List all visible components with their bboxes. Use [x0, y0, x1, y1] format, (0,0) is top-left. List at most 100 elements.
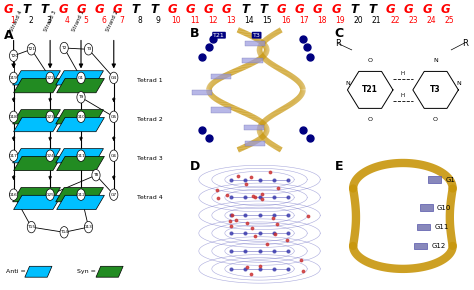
Point — [255, 213, 263, 218]
Polygon shape — [242, 58, 263, 63]
Point — [273, 222, 281, 226]
Point — [198, 128, 206, 132]
Text: 13: 13 — [226, 16, 236, 25]
Text: G12: G12 — [77, 193, 85, 197]
Text: G: G — [94, 3, 104, 16]
Text: G5: G5 — [110, 115, 117, 119]
Text: T: T — [368, 3, 376, 16]
Text: 15: 15 — [263, 16, 272, 25]
Point — [269, 216, 277, 220]
Point — [304, 214, 312, 219]
Circle shape — [9, 72, 18, 84]
Polygon shape — [14, 195, 61, 210]
Polygon shape — [13, 110, 60, 124]
Text: Tetrad 2: Tetrad 2 — [137, 117, 163, 122]
Text: Strand 3: Strand 3 — [44, 10, 58, 32]
Text: 25: 25 — [445, 16, 454, 25]
Text: T9: T9 — [78, 95, 84, 99]
Point — [255, 267, 263, 271]
Point — [299, 128, 307, 132]
Polygon shape — [14, 117, 61, 132]
Text: 24: 24 — [427, 16, 436, 25]
Text: G: G — [404, 3, 414, 16]
Text: G: G — [331, 3, 341, 16]
Text: G7: G7 — [111, 193, 117, 197]
Point — [247, 175, 255, 179]
Text: 1: 1 — [10, 16, 15, 25]
Point — [227, 213, 234, 218]
Text: Strand 1: Strand 1 — [72, 10, 86, 32]
Text: G: G — [422, 3, 432, 16]
Polygon shape — [57, 117, 104, 132]
Circle shape — [27, 44, 36, 55]
Point — [241, 249, 249, 253]
Text: R: R — [463, 39, 468, 48]
Text: G6: G6 — [111, 154, 117, 158]
Text: 18: 18 — [317, 16, 327, 25]
Text: 4: 4 — [65, 16, 70, 25]
Text: T20: T20 — [9, 54, 18, 58]
Circle shape — [84, 44, 92, 55]
Polygon shape — [244, 125, 264, 130]
Text: G: G — [58, 3, 68, 16]
Point — [227, 195, 234, 200]
Point — [247, 271, 255, 276]
Point — [270, 213, 278, 218]
Point — [232, 218, 240, 223]
Point — [270, 177, 278, 182]
Text: G: G — [204, 3, 213, 16]
Circle shape — [9, 111, 18, 122]
Text: G4: G4 — [111, 76, 117, 80]
Circle shape — [77, 72, 85, 84]
Polygon shape — [211, 74, 231, 79]
Polygon shape — [245, 141, 265, 146]
Text: T: T — [150, 3, 158, 16]
Point — [258, 191, 265, 196]
Text: T: T — [41, 3, 49, 16]
Circle shape — [60, 226, 68, 238]
Text: Strand 4: Strand 4 — [10, 10, 24, 32]
Text: G13: G13 — [84, 225, 93, 229]
Text: G: G — [386, 3, 395, 16]
Text: 6: 6 — [101, 16, 106, 25]
Point — [255, 177, 263, 182]
Text: T14: T14 — [60, 230, 68, 234]
Text: O: O — [368, 117, 373, 122]
Point — [243, 220, 250, 225]
Point — [284, 267, 292, 271]
Point — [252, 195, 259, 199]
Point — [274, 186, 282, 190]
Text: T8: T8 — [93, 173, 99, 177]
Text: Syn =: Syn = — [77, 269, 96, 274]
Point — [303, 45, 311, 50]
Circle shape — [77, 111, 85, 122]
Circle shape — [60, 42, 68, 54]
Text: 8: 8 — [137, 16, 142, 25]
Point — [241, 231, 249, 235]
Point — [306, 54, 314, 59]
Text: Anti =: Anti = — [6, 269, 26, 274]
Circle shape — [92, 169, 100, 181]
Text: H: H — [401, 71, 405, 76]
Text: Tetrad 3: Tetrad 3 — [137, 156, 163, 161]
Point — [244, 264, 251, 269]
Polygon shape — [191, 90, 212, 95]
Point — [234, 174, 242, 179]
Circle shape — [109, 111, 118, 122]
Point — [258, 197, 266, 202]
Point — [270, 267, 278, 271]
Text: T3: T3 — [86, 47, 91, 51]
Polygon shape — [245, 41, 265, 46]
Text: G12: G12 — [431, 243, 446, 249]
Point — [300, 269, 307, 274]
Text: G19: G19 — [9, 76, 18, 80]
Point — [228, 213, 236, 218]
Point — [213, 188, 220, 193]
Text: R: R — [335, 39, 340, 48]
Circle shape — [109, 72, 118, 84]
Point — [283, 238, 291, 243]
Text: 17: 17 — [299, 16, 309, 25]
Text: 10: 10 — [172, 16, 181, 25]
Point — [242, 182, 250, 186]
Circle shape — [109, 189, 118, 200]
